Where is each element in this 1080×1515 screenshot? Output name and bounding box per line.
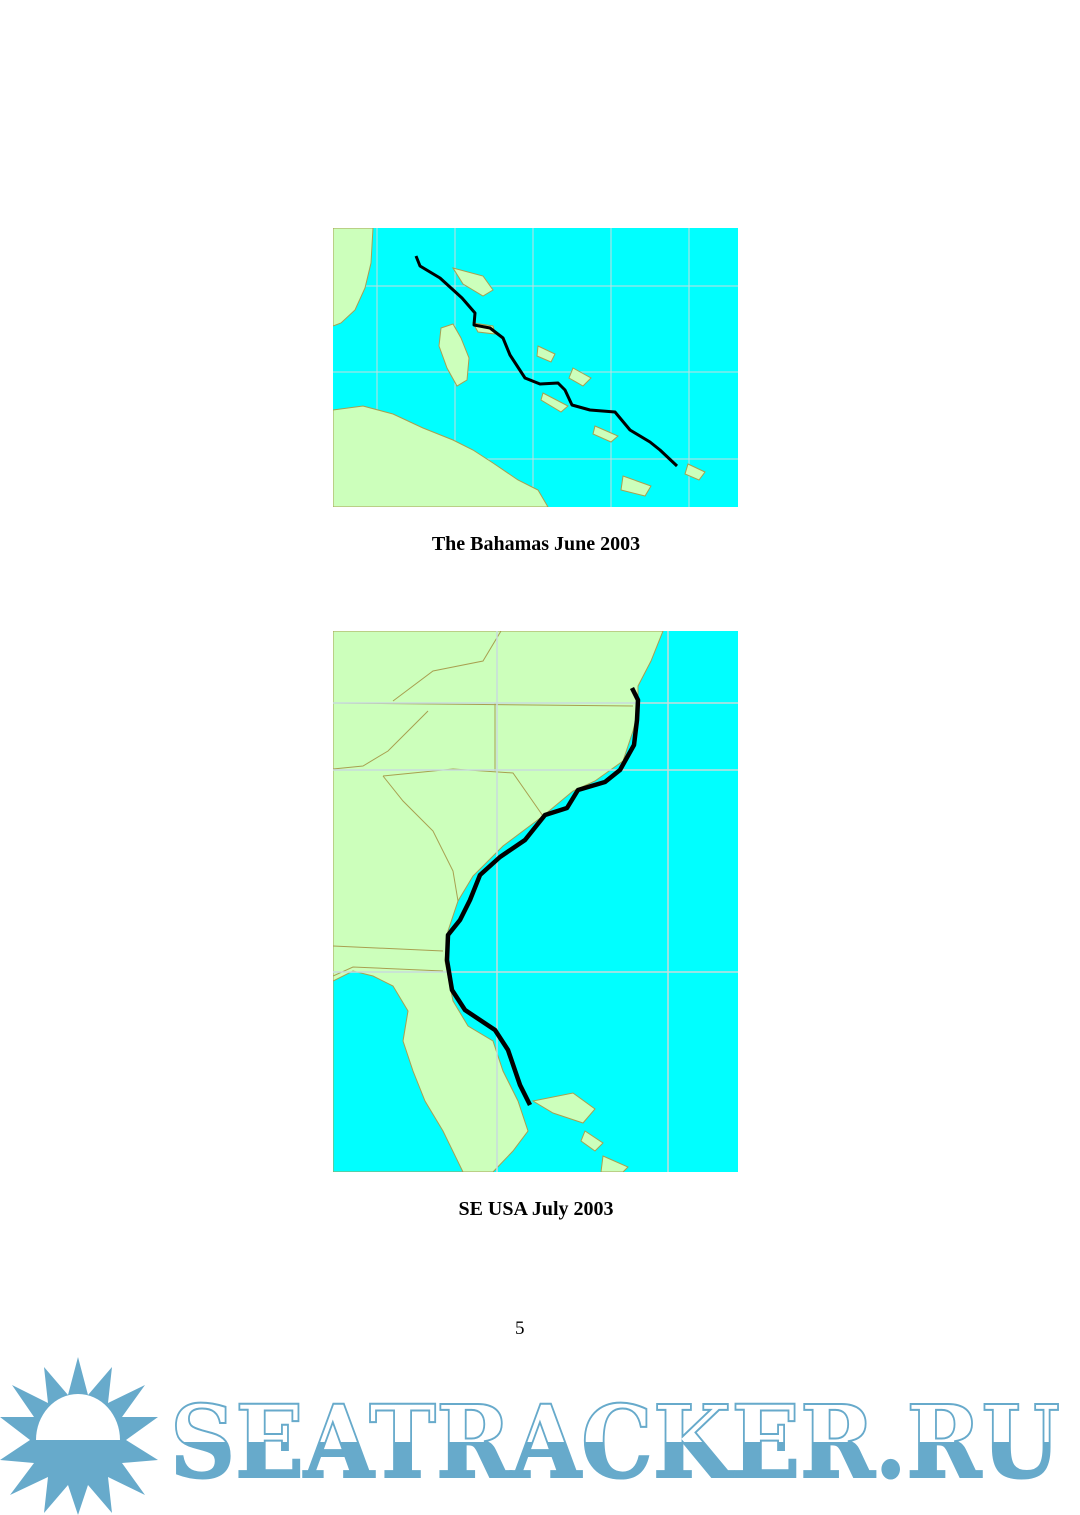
- island: [540, 392, 569, 413]
- island: [620, 475, 652, 497]
- cuba-land: [333, 405, 549, 507]
- vessel-track: [414, 255, 679, 468]
- bahamas-island: [600, 1155, 629, 1172]
- vessel-track: [444, 686, 641, 1107]
- island: [684, 463, 706, 481]
- bahamas-island: [580, 1130, 604, 1152]
- andros-island: [438, 323, 470, 387]
- seatracker-watermark-logo: SEATRACKER.RU: [0, 1357, 1061, 1515]
- sun-icon: [0, 1357, 158, 1515]
- island: [592, 425, 619, 443]
- island: [451, 267, 494, 297]
- map-grid: [333, 631, 738, 1172]
- island: [568, 367, 592, 387]
- page-number: 5: [515, 1318, 525, 1339]
- figure-caption: SE USA July 2003: [458, 1198, 614, 1220]
- bahamas-island: [531, 1092, 596, 1124]
- florida-land: [333, 228, 374, 327]
- watermark-lettering: SEATRACKER.RU: [170, 1383, 1060, 1501]
- island: [536, 345, 556, 363]
- se-usa-track-map: [333, 631, 738, 1172]
- figure-caption: The Bahamas June 2003: [431, 533, 641, 555]
- gulf-of-mexico: [333, 970, 464, 1172]
- bahamas-track-map: [333, 228, 738, 507]
